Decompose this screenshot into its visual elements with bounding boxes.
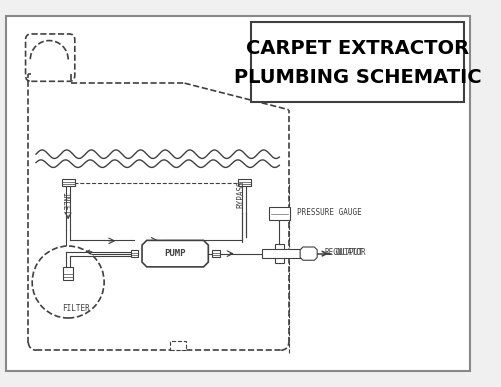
Polygon shape: [142, 240, 208, 267]
Text: FILTER: FILTER: [62, 304, 90, 313]
Text: REGULATOR: REGULATOR: [324, 248, 366, 257]
Bar: [170, 341, 185, 350]
Bar: [250, 22, 463, 102]
Text: OUTPUT: OUTPUT: [336, 248, 363, 257]
Text: PRESSURE GAUGE: PRESSURE GAUGE: [297, 209, 361, 217]
Text: PLUMBING SCHEMATIC: PLUMBING SCHEMATIC: [233, 68, 480, 87]
Bar: [269, 207, 289, 221]
Bar: [237, 179, 250, 187]
Bar: [63, 267, 73, 280]
Bar: [262, 249, 307, 259]
Text: BYPASS: BYPASS: [235, 180, 244, 208]
Text: CARPET EXTRACTOR: CARPET EXTRACTOR: [245, 39, 468, 58]
Bar: [62, 179, 75, 187]
Circle shape: [32, 246, 104, 318]
Text: INLET: INLET: [60, 192, 69, 215]
Bar: [211, 250, 219, 257]
Bar: [274, 244, 284, 263]
Bar: [130, 250, 138, 257]
Text: PUMP: PUMP: [164, 249, 185, 258]
Polygon shape: [300, 247, 317, 260]
